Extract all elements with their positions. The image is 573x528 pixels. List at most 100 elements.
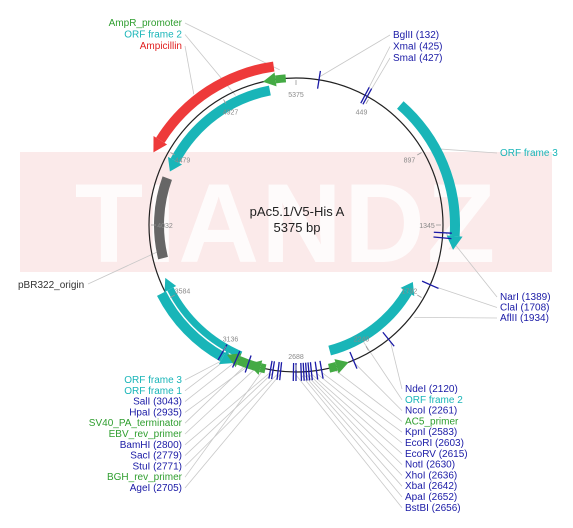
tick-label: 4032 [157, 223, 173, 230]
leader-line [184, 373, 281, 489]
orf-frame-2-top-arc-arrowhead [167, 156, 183, 172]
tick-mark [223, 99, 227, 104]
ac5-primer-marker-arrowhead [334, 359, 349, 374]
restriction-site-mark [382, 331, 395, 347]
tick-mark [223, 346, 227, 351]
orf-frame-2-bottom-arc-arrowhead [400, 281, 415, 297]
feature-label: EBV_rev_primer [109, 429, 183, 440]
ac5-primer-marker [328, 361, 338, 373]
leader-line [354, 362, 403, 411]
feature-label: ClaI (1708) [500, 303, 549, 314]
feature-label: BGH_rev_primer [107, 472, 183, 483]
feature-label: NdeI (2120) [405, 384, 458, 395]
label-orf-frame-3-right: ORF frame 3 [500, 148, 558, 159]
tick-label: 1792 [402, 289, 418, 296]
plasmid-name: pAc5.1/V5-His A [250, 204, 345, 219]
leader-line [319, 34, 391, 78]
pbr322-origin-arc [154, 176, 172, 260]
feature-label: XmaI (425) [393, 42, 442, 53]
feature-label: AgeI (2705) [130, 483, 182, 494]
leader-line [308, 374, 403, 465]
ampr-promoter-marker [274, 74, 287, 84]
feature-label: NarI (1389) [500, 292, 551, 303]
feature-label: StuI (2771) [133, 461, 182, 472]
restriction-site-mark [270, 361, 276, 380]
leader-line [321, 372, 403, 433]
restriction-site-mark [231, 350, 241, 368]
feature-label: ORF frame 2 [124, 30, 182, 41]
leader-line [368, 57, 391, 95]
restriction-site-mark [362, 88, 373, 105]
pbr322-origin-label: pBR322_origin [18, 280, 84, 291]
leader-line [184, 365, 245, 424]
leader-line [184, 373, 279, 467]
tick-mark [417, 152, 422, 156]
leader-line [184, 361, 236, 402]
feature-label: NotI (2630) [405, 460, 455, 471]
feature-label: BamHI (2800) [120, 440, 182, 451]
feature-label: SV40_PA_terminator [89, 418, 183, 429]
orf-frame-3-label: ORF frame 3 [500, 148, 558, 159]
leader-line [316, 373, 403, 444]
leader-line [439, 148, 498, 154]
restriction-site-mark [433, 231, 452, 234]
plasmid-size: 5375 bp [274, 220, 321, 235]
tick-labels: 5375 449 897 1345 1792 2240 2688 3136 3584 4032 44… [151, 80, 441, 370]
leader-line [334, 369, 403, 422]
tick-label: 4479 [175, 158, 191, 165]
leader-line [184, 22, 280, 71]
feature-label: SmaI (427) [393, 53, 442, 64]
leader-line [184, 372, 273, 456]
tick-mark [365, 99, 369, 104]
labels-mid-right: NarI (1389)ClaI (1708)AflII (1934) [500, 292, 551, 324]
tick-label: 5375 [288, 92, 304, 99]
feature-label: ORF frame 3 [124, 375, 182, 386]
feature-label: XhoI (2636) [405, 470, 457, 481]
feature-label: KpnI (2583) [405, 427, 457, 438]
ampicillin-arc-arrowhead [153, 135, 168, 153]
watermark-band [20, 152, 552, 272]
feature-label: BstBI (2656) [405, 503, 461, 514]
feature-label: NcoI (2261) [405, 406, 457, 417]
feature-label: AflII (1934) [500, 313, 549, 324]
orf-frame-3-bottom-left-arc-arrowhead [218, 350, 235, 365]
orf-frame-1-arc [167, 287, 243, 359]
restriction-site-mark [279, 362, 283, 381]
leader-line [184, 361, 221, 381]
restriction-site-mark [309, 362, 313, 381]
feature-label: ApaI (2652) [405, 492, 457, 503]
tick-mark [170, 294, 175, 298]
leader-line [306, 374, 403, 476]
feature-label: EcoRV (2615) [405, 449, 468, 460]
tick-mark [170, 152, 175, 156]
labels-top-right: BglII (132)XmaI (425)SmaI (427) [393, 30, 442, 64]
feature-label: BglII (132) [393, 30, 439, 41]
restriction-site-mark [319, 360, 324, 379]
ampr-promoter-marker-arrowhead [262, 72, 277, 87]
restriction-site-mark [360, 86, 370, 104]
restriction-site-mark [268, 360, 273, 379]
leader-line [303, 374, 403, 487]
feature-label: SalI (3043) [133, 397, 182, 408]
leader-line [295, 374, 403, 509]
feature-label: AmpR_promoter [109, 18, 183, 29]
leader-line [184, 45, 195, 95]
orf-frame-1-arc-arrowhead [164, 277, 177, 292]
bgh-rev-primer-marker [259, 363, 267, 374]
orf-frame-2-top-arc [170, 85, 271, 164]
restriction-site-mark [300, 362, 303, 381]
feature-label: EcoRI (2603) [405, 438, 464, 449]
restriction-site-mark [433, 236, 452, 240]
leader-lines [87, 22, 498, 509]
feature-label: XbaI (2642) [405, 481, 457, 492]
features [153, 61, 463, 381]
orf-frame-3-right-arc [397, 101, 460, 237]
leader-line [414, 316, 498, 319]
label-pbr322-origin: pBR322_origin [18, 280, 84, 291]
leader-line [366, 46, 391, 93]
feature-label: SacI (2779) [130, 451, 182, 462]
